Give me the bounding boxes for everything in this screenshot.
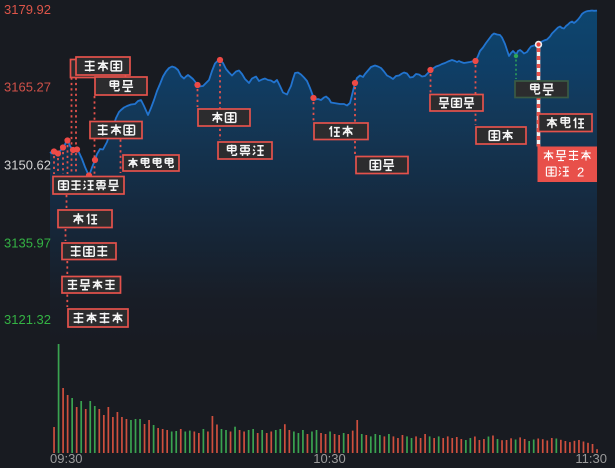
svg-text:10:30: 10:30 — [313, 451, 346, 466]
svg-text:3150.62: 3150.62 — [4, 158, 51, 173]
svg-text::: : — [566, 165, 569, 179]
svg-text:09:30: 09:30 — [50, 451, 83, 466]
svg-text:3165.27: 3165.27 — [4, 80, 51, 95]
svg-text:3135.97: 3135.97 — [4, 236, 51, 251]
svg-text:3121.32: 3121.32 — [4, 312, 51, 327]
svg-text:2: 2 — [577, 165, 584, 180]
svg-text:11:30: 11:30 — [575, 451, 607, 466]
svg-text:3179.92: 3179.92 — [4, 2, 51, 17]
